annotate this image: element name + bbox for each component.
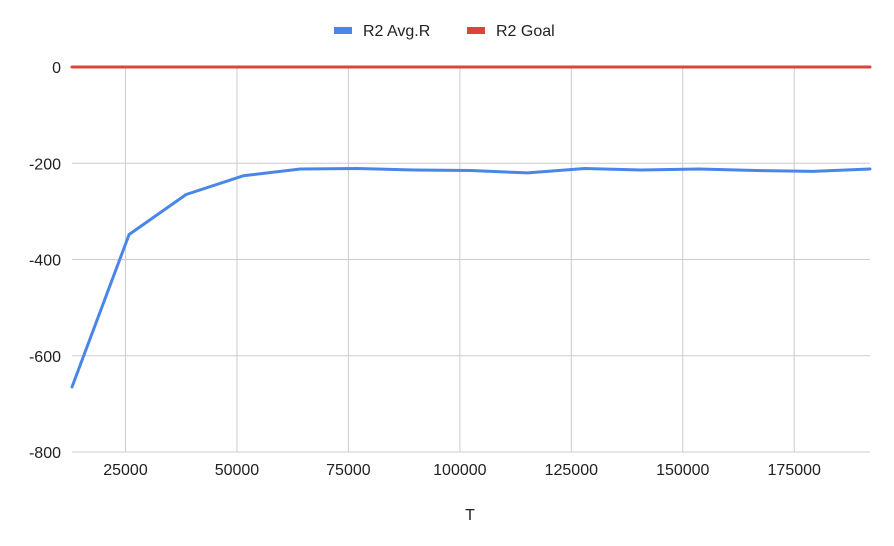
- data-point: [527, 172, 529, 174]
- x-axis-tick-labels: 25000 50000 75000 100000 125000 150000 175000: [103, 462, 821, 479]
- data-point: [71, 386, 73, 388]
- data-point: [128, 234, 130, 235]
- data-point: [242, 175, 244, 177]
- data-point: [470, 170, 472, 171]
- x-tick-label: 125000: [545, 462, 598, 479]
- data-point: [641, 169, 643, 171]
- data-point: [413, 169, 414, 171]
- data-point: [584, 168, 586, 169]
- legend-swatch: [467, 27, 485, 34]
- series-lines: [70, 65, 872, 389]
- x-tick-label: 150000: [656, 462, 709, 479]
- y-tick-label: -200: [29, 156, 61, 173]
- horizontal-gridlines: [72, 66, 870, 453]
- x-tick-label: 50000: [215, 462, 260, 479]
- data-point: [869, 168, 871, 170]
- x-axis-title: T: [465, 507, 475, 524]
- legend-swatch: [334, 27, 352, 34]
- data-point: [299, 168, 301, 170]
- legend: R2 Avg.R R2 Goal: [334, 23, 555, 40]
- data-point: [755, 170, 757, 171]
- legend-label: R2 Goal: [496, 23, 555, 40]
- x-tick-label: 175000: [768, 462, 821, 479]
- data-point: [812, 170, 814, 172]
- x-tick-label: 75000: [326, 462, 371, 479]
- y-axis-tick-labels: 0 -200 -400 -600 -800: [29, 60, 61, 462]
- x-tick-label: 25000: [103, 462, 148, 479]
- data-point: [355, 168, 357, 169]
- y-tick-label: -800: [29, 445, 61, 462]
- x-tick-label: 100000: [433, 462, 486, 479]
- series-line-0: [70, 167, 872, 389]
- data-point: [71, 66, 73, 68]
- data-point: [869, 66, 871, 68]
- y-tick-label: 0: [52, 60, 61, 77]
- y-tick-label: -400: [29, 253, 61, 270]
- data-point: [698, 168, 700, 170]
- y-tick-label: -600: [29, 349, 61, 366]
- legend-label: R2 Avg.R: [363, 23, 430, 40]
- data-point: [185, 194, 187, 195]
